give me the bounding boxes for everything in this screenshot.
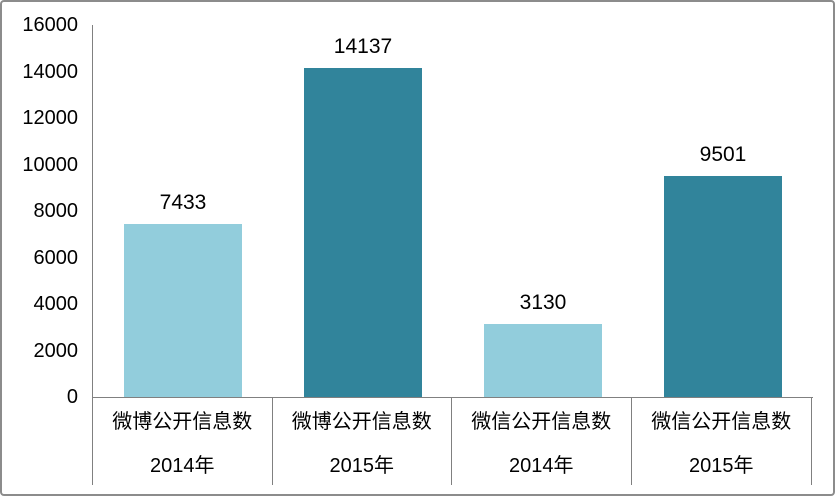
category-year-label: 2015年 — [329, 455, 395, 477]
category-cell: 微博公开信息数 2014年 — [93, 398, 273, 485]
bar-微信公开信息数-2015年 — [664, 176, 782, 397]
bar-value-label: 14137 — [333, 35, 393, 58]
category-name-label: 微信公开信息数 — [651, 411, 792, 433]
y-tick-label: 0 — [66, 386, 78, 408]
y-tick-label: 14000 — [22, 60, 78, 83]
bar-value-label: 3130 — [519, 291, 567, 314]
y-tick-label: 8000 — [33, 200, 79, 222]
y-tick-label: 6000 — [33, 246, 79, 269]
y-tick-label: 12000 — [22, 107, 78, 129]
category-name-label: 微博公开信息数 — [291, 411, 432, 433]
y-tick-label: 4000 — [33, 293, 79, 315]
category-cell: 微信公开信息数 2015年 — [632, 398, 812, 485]
category-year-label: 2014年 — [509, 455, 574, 477]
bar-微信公开信息数-2014年 — [484, 324, 602, 397]
y-axis-tick-labels: 0 2000 4000 6000 8000 10000 12000 14000 16000 — [2, 2, 79, 494]
category-year-label: 2015年 — [689, 455, 754, 477]
category-name-label: 微博公开信息数 — [112, 411, 253, 433]
bar-微博公开信息数-2015年 — [304, 68, 422, 397]
category-cell: 微博公开信息数 2015年 — [273, 398, 452, 485]
bar-value-label: 7433 — [159, 191, 207, 214]
category-name-label: 微信公开信息数 — [471, 411, 612, 433]
category-cell: 微信公开信息数 2014年 — [452, 398, 632, 485]
x-axis-category-labels: 微博公开信息数 2014年 微博公开信息数 2015年 微信公开信息数 2014年 微信公开… — [92, 398, 812, 485]
plot-area: 7433 14137 3130 9501 — [92, 25, 813, 398]
category-year-label: 2014年 — [150, 455, 215, 477]
bar-value-label: 9501 — [699, 143, 747, 166]
y-tick-label: 10000 — [22, 153, 78, 176]
y-tick-label: 16000 — [22, 14, 78, 36]
bar-微博公开信息数-2014年 — [124, 224, 242, 397]
y-tick-label: 2000 — [33, 339, 79, 362]
